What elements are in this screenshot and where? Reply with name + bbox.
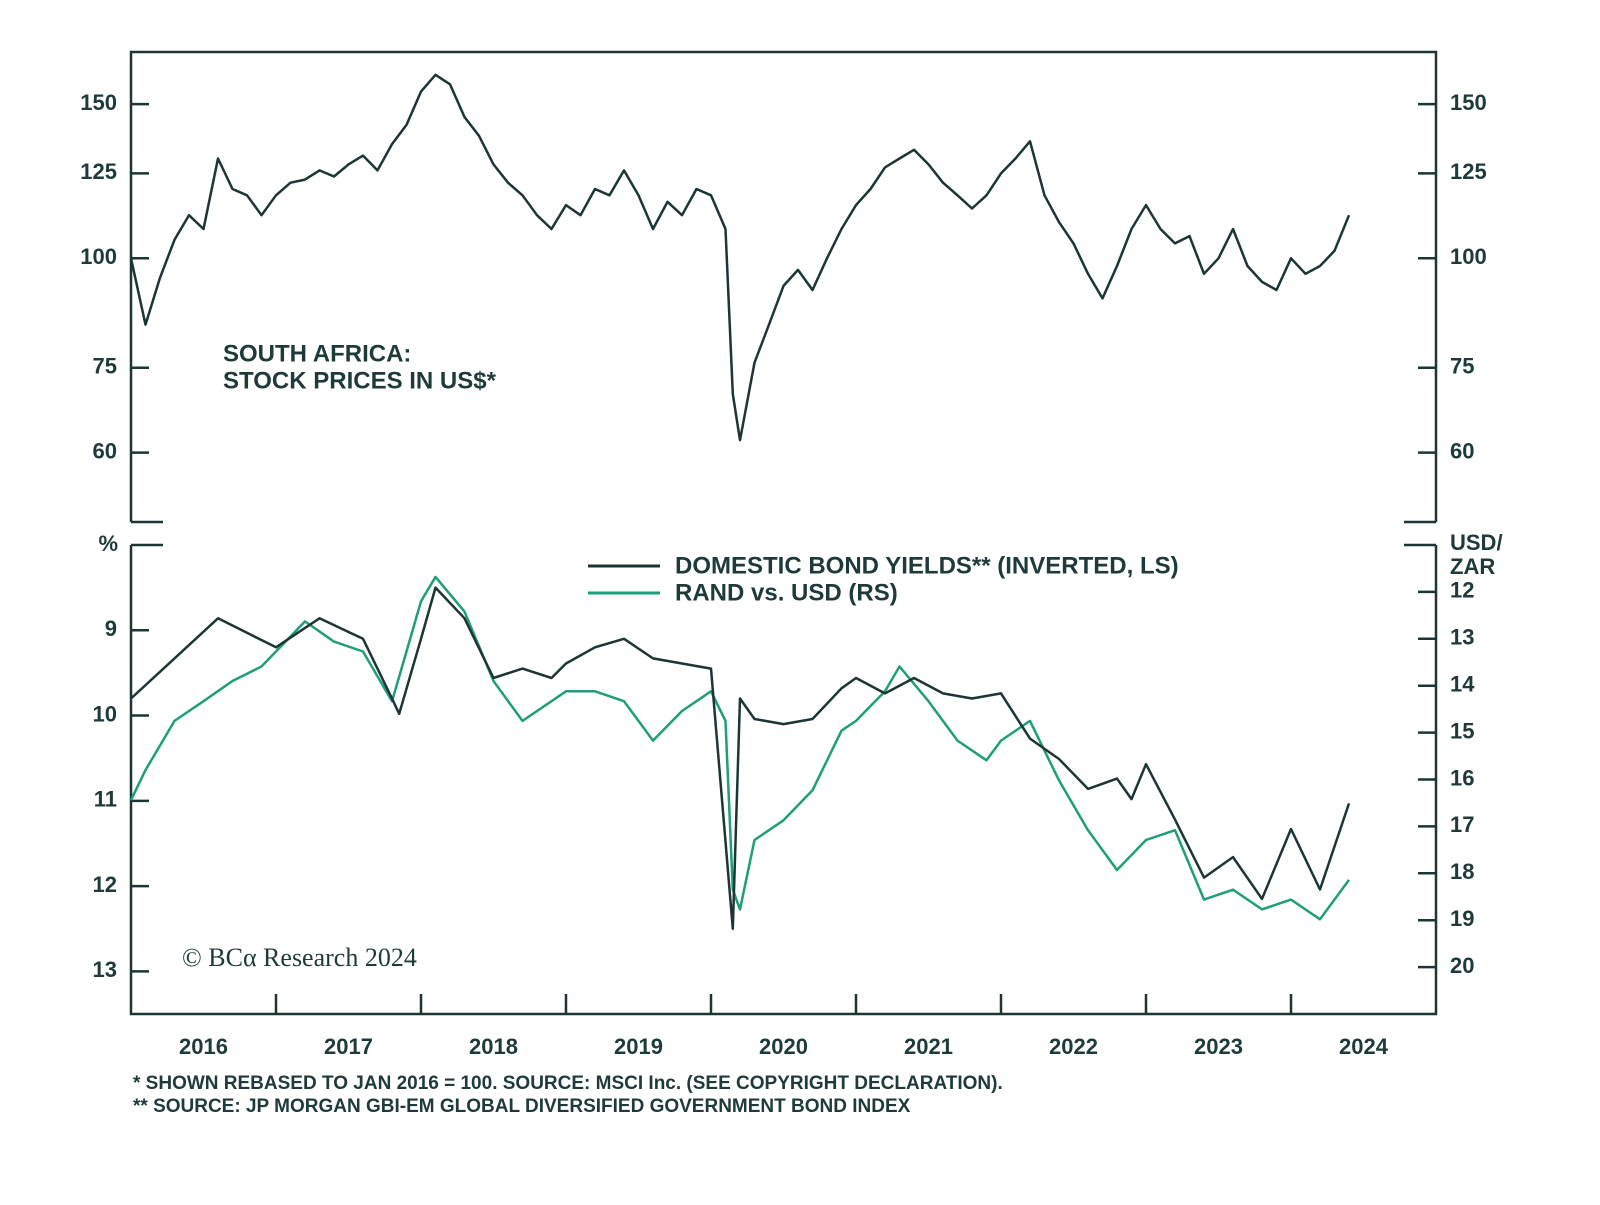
legend-label: DOMESTIC BOND YIELDS** (INVERTED, LS) [675, 552, 1179, 579]
watermark: © BCα Research 2024 [182, 943, 417, 972]
y2-tick-label: 15 [1450, 718, 1474, 743]
y-tick-label: 125 [80, 159, 117, 184]
y-tick-label: 9 [105, 616, 117, 641]
panel-subtitle: STOCK PRICES IN US$* [223, 367, 497, 394]
top-frame [129, 50, 1438, 524]
x-tick-label: 2021 [904, 1034, 953, 1059]
data-line [129, 575, 1351, 921]
y2-tick-label: 60 [1450, 438, 1474, 463]
data-line [130, 586, 1351, 930]
y2-tick-label: 75 [1450, 354, 1474, 379]
legend-label: RAND vs. USD (RS) [675, 579, 898, 606]
x-tick-label: 2018 [469, 1034, 518, 1059]
footnote: * SHOWN REBASED TO JAN 2016 = 100. SOURC… [133, 1073, 1003, 1094]
y-tick-label: 12 [93, 872, 117, 897]
x-tick-label: 2023 [1194, 1034, 1243, 1059]
x-tick-label: 2019 [614, 1034, 663, 1059]
footnote: ** SOURCE: JP MORGAN GBI-EM GLOBAL DIVER… [133, 1096, 911, 1117]
x-tick-label: 2024 [1339, 1034, 1389, 1059]
x-tick-label: 2022 [1049, 1034, 1098, 1059]
y-tick-label: 10 [93, 701, 117, 726]
y2-tick-label: 150 [1450, 90, 1487, 115]
x-tick-label: 2017 [324, 1034, 373, 1059]
y-axis-label: % [98, 531, 118, 556]
y-tick-label: 150 [80, 90, 117, 115]
x-tick-label: 2020 [759, 1034, 808, 1059]
y-tick-label: 100 [80, 244, 117, 269]
y-tick-label: 60 [93, 438, 117, 463]
y2-tick-label: 18 [1450, 859, 1474, 884]
data-line [129, 73, 1351, 442]
y-tick-label: 11 [94, 787, 117, 812]
y2-tick-label: 14 [1450, 672, 1475, 697]
y2-axis-label: ZAR [1450, 554, 1495, 579]
y2-tick-label: 12 [1450, 578, 1474, 603]
y2-tick-label: 125 [1450, 159, 1487, 184]
y-tick-label: 75 [93, 354, 117, 379]
x-tick-label: 2016 [179, 1034, 228, 1059]
y-tick-label: 13 [93, 957, 117, 982]
y2-tick-label: 19 [1450, 906, 1474, 931]
y2-tick-label: 20 [1450, 953, 1474, 978]
y2-tick-label: 17 [1450, 812, 1474, 837]
y2-tick-label: 100 [1450, 244, 1487, 269]
panel-title: SOUTH AFRICA: [223, 340, 411, 367]
y2-axis-label: USD/ [1450, 530, 1503, 555]
y2-tick-label: 16 [1450, 765, 1474, 790]
y2-tick-label: 13 [1450, 625, 1474, 650]
